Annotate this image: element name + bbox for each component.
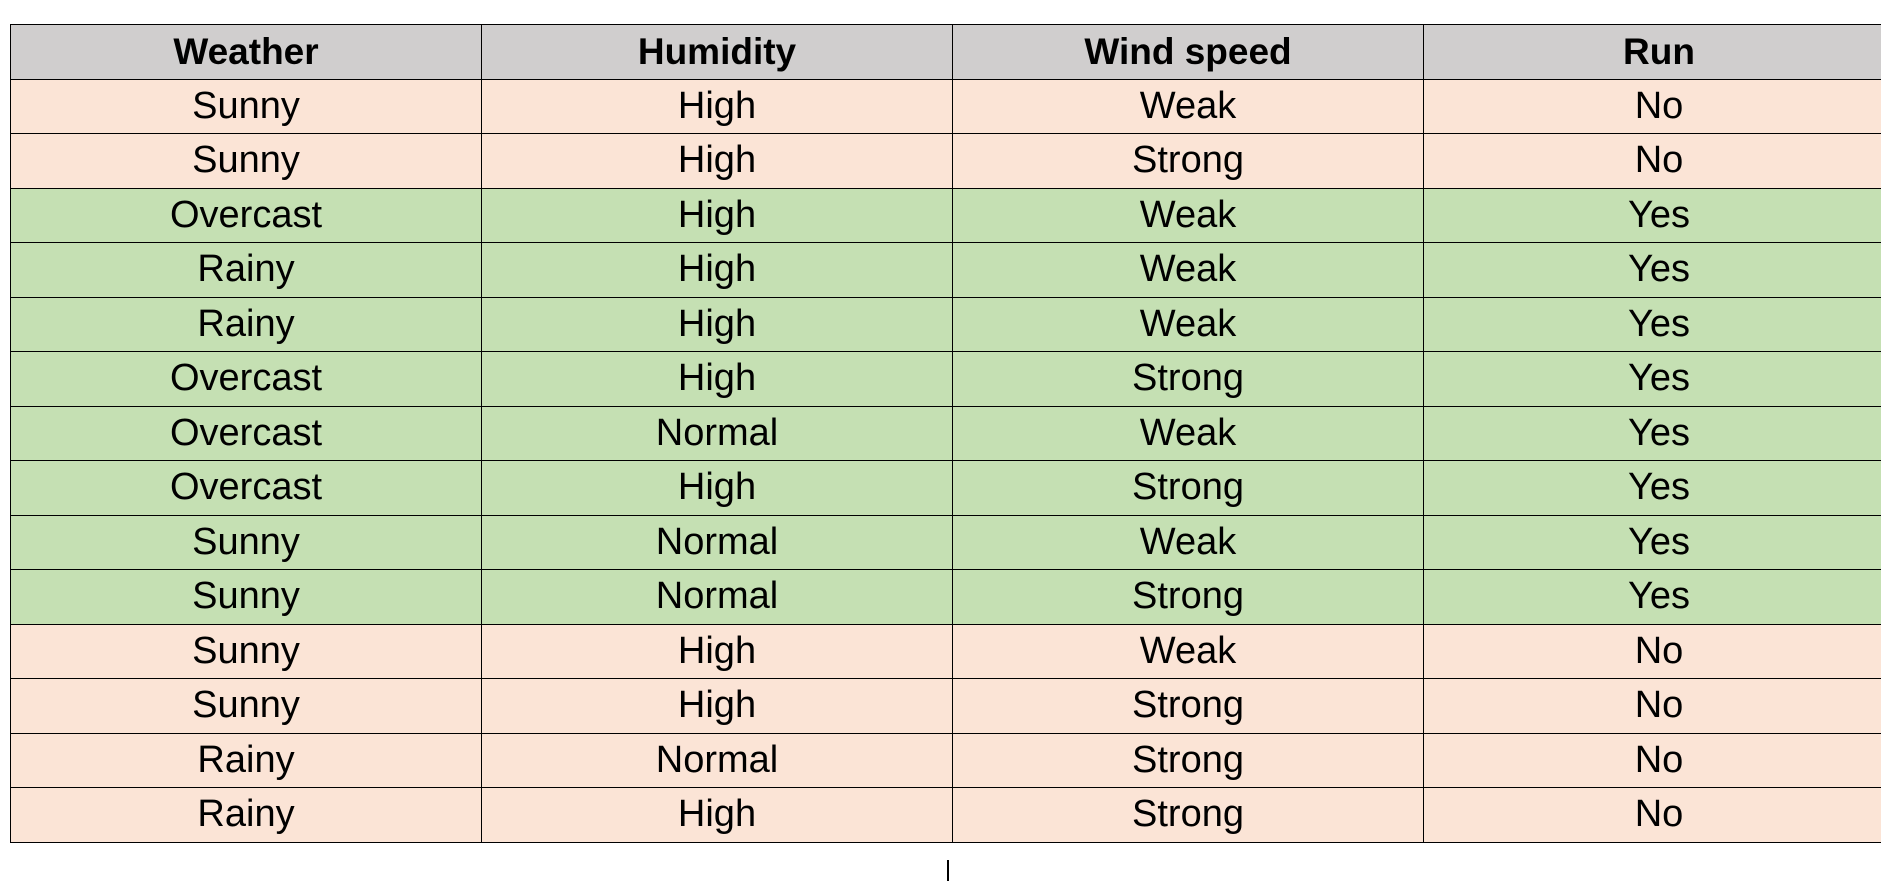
weather-cell: Rainy	[10, 296, 482, 352]
humidity-cell: High	[481, 78, 953, 134]
humidity-cell: High	[481, 351, 953, 407]
run-cell: No	[1423, 78, 1881, 134]
wind-speed-cell: Strong	[952, 787, 1424, 843]
run-cell: No	[1423, 678, 1881, 734]
weather-cell: Sunny	[10, 678, 482, 734]
weather-cell: Overcast	[10, 187, 482, 243]
weather-cell: Sunny	[10, 623, 482, 679]
table-row: Rainy Normal Strong No	[10, 732, 1881, 788]
wind-speed-cell: Strong	[952, 569, 1424, 625]
table-body: Sunny High Weak No Sunny High Strong No Overcast…	[10, 78, 1881, 843]
run-cell: No	[1423, 133, 1881, 189]
table-header: Weather Humidity Wind speed Run	[10, 24, 1881, 80]
table-row: Sunny High Strong No	[10, 133, 1881, 189]
run-cell: No	[1423, 787, 1881, 843]
table-row: Rainy High Weak Yes	[10, 296, 1881, 352]
table-row: Sunny Normal Weak Yes	[10, 514, 1881, 570]
wind-speed-cell: Weak	[952, 405, 1424, 461]
humidity-cell: High	[481, 242, 953, 298]
weather-cell: Sunny	[10, 514, 482, 570]
run-cell: Yes	[1423, 569, 1881, 625]
table-row: Sunny High Weak No	[10, 78, 1881, 134]
humidity-cell: High	[481, 460, 953, 516]
table-row: Rainy High Weak Yes	[10, 242, 1881, 298]
humidity-cell: High	[481, 133, 953, 189]
run-cell: Yes	[1423, 296, 1881, 352]
table-row: Rainy High Strong No	[10, 787, 1881, 843]
weather-cell: Overcast	[10, 460, 482, 516]
humidity-cell: High	[481, 296, 953, 352]
table-row: Overcast High Strong Yes	[10, 351, 1881, 407]
weather-cell: Rainy	[10, 242, 482, 298]
wind-speed-cell: Weak	[952, 623, 1424, 679]
wind-speed-cell: Weak	[952, 187, 1424, 243]
humidity-cell: High	[481, 187, 953, 243]
wind-speed-cell: Weak	[952, 78, 1424, 134]
header-row: Weather Humidity Wind speed Run	[10, 24, 1881, 80]
humidity-cell: Normal	[481, 405, 953, 461]
humidity-cell: High	[481, 678, 953, 734]
table-row: Overcast High Strong Yes	[10, 460, 1881, 516]
wind-speed-cell: Strong	[952, 732, 1424, 788]
humidity-cell: Normal	[481, 514, 953, 570]
wind-speed-cell: Weak	[952, 242, 1424, 298]
divider-stub	[947, 860, 949, 881]
column-header-wind-speed: Wind speed	[952, 24, 1424, 80]
humidity-cell: High	[481, 623, 953, 679]
weather-cell: Rainy	[10, 787, 482, 843]
run-cell: Yes	[1423, 514, 1881, 570]
column-header-run: Run	[1423, 24, 1881, 80]
run-cell: Yes	[1423, 460, 1881, 516]
weather-cell: Overcast	[10, 405, 482, 461]
table-row: Sunny High Strong No	[10, 678, 1881, 734]
run-cell: Yes	[1423, 242, 1881, 298]
run-cell: Yes	[1423, 351, 1881, 407]
run-cell: No	[1423, 732, 1881, 788]
wind-speed-cell: Strong	[952, 460, 1424, 516]
wind-speed-cell: Strong	[952, 133, 1424, 189]
humidity-cell: High	[481, 787, 953, 843]
weather-cell: Sunny	[10, 569, 482, 625]
run-cell: Yes	[1423, 187, 1881, 243]
run-cell: No	[1423, 623, 1881, 679]
wind-speed-cell: Strong	[952, 351, 1424, 407]
table-row: Sunny Normal Strong Yes	[10, 569, 1881, 625]
table-row: Overcast High Weak Yes	[10, 187, 1881, 243]
humidity-cell: Normal	[481, 732, 953, 788]
humidity-cell: Normal	[481, 569, 953, 625]
weather-cell: Rainy	[10, 732, 482, 788]
wind-speed-cell: Weak	[952, 514, 1424, 570]
table-row: Sunny High Weak No	[10, 623, 1881, 679]
wind-speed-cell: Weak	[952, 296, 1424, 352]
table-row: Overcast Normal Weak Yes	[10, 405, 1881, 461]
weather-cell: Overcast	[10, 351, 482, 407]
weather-run-table: Weather Humidity Wind speed Run Sunny Hig…	[10, 24, 1881, 843]
wind-speed-cell: Strong	[952, 678, 1424, 734]
column-header-humidity: Humidity	[481, 24, 953, 80]
run-cell: Yes	[1423, 405, 1881, 461]
column-header-weather: Weather	[10, 24, 482, 80]
weather-cell: Sunny	[10, 78, 482, 134]
weather-cell: Sunny	[10, 133, 482, 189]
